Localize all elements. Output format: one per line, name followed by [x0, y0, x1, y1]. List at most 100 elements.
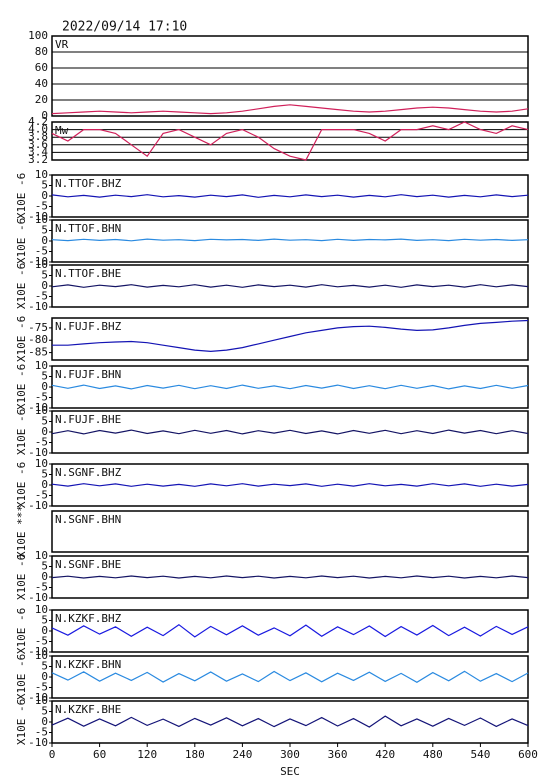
y-axis-label: X10E -6	[15, 409, 28, 455]
panel-label: N.KZKF.BHZ	[55, 612, 122, 625]
y-tick-label: 0	[41, 189, 48, 202]
panel-label: Mw	[55, 124, 69, 137]
y-axis-label: X10E -6	[15, 554, 28, 600]
panel-label: N.KZKF.BHN	[55, 658, 121, 671]
y-tick-label: -10	[28, 300, 48, 313]
y-axis-label: X10E -6	[15, 218, 28, 264]
panel-label: N.FUJF.BHZ	[55, 320, 122, 333]
y-tick-label: 10	[35, 603, 48, 616]
y-axis-label: X10E -6	[15, 608, 28, 654]
y-tick-label: -5	[35, 391, 48, 404]
panel-frame	[51, 410, 529, 454]
y-tick-label: 10	[35, 359, 48, 372]
y-tick-label: 40	[35, 77, 48, 90]
y-tick-label: -10	[28, 691, 48, 704]
trace-line	[52, 319, 529, 353]
y-tick-label: -5	[35, 489, 48, 502]
y-tick-label: -5	[35, 200, 48, 213]
y-tick-label: -10	[28, 446, 48, 459]
y-tick-label: 0	[41, 670, 48, 683]
y-tick-label: 5	[41, 468, 48, 481]
trace-line	[51, 121, 529, 161]
y-tick-label: 5	[41, 560, 48, 573]
y-tick-label: -10	[28, 401, 48, 414]
y-tick-label: 0	[41, 279, 48, 292]
x-tick-label: 360	[328, 748, 348, 761]
panel-label: VR	[55, 38, 69, 51]
y-tick-label: 100	[28, 29, 48, 42]
trace-line	[51, 670, 529, 683]
panel-frame	[51, 219, 529, 263]
trace-line	[51, 284, 529, 288]
y-tick-label: 10	[35, 258, 48, 271]
y-tick-label: 0	[41, 715, 48, 728]
y-tick-label: 5	[41, 370, 48, 383]
y-tick-label: 10	[35, 213, 48, 226]
panel-frame	[51, 655, 529, 699]
y-tick-label: -85	[28, 346, 48, 359]
y-axis-label: X10E -6	[15, 364, 28, 410]
panel-frame	[51, 121, 529, 161]
y-axis-label: X10E -6	[15, 316, 28, 362]
trace-line	[51, 623, 529, 638]
x-tick-label: 600	[518, 748, 538, 761]
x-tick-label: 120	[137, 748, 157, 761]
x-tick-label: 240	[232, 748, 252, 761]
y-axis-label: X10E -6	[15, 462, 28, 508]
y-tick-label: 10	[35, 168, 48, 181]
panel-frame	[51, 317, 529, 361]
y-tick-label: 20	[35, 93, 48, 106]
y-tick-label: 10	[35, 404, 48, 417]
trace-line	[51, 429, 529, 435]
y-tick-label: -10	[28, 591, 48, 604]
panel-label: N.FUJF.BHN	[55, 368, 121, 381]
panel-frame	[51, 609, 529, 653]
panel-label: N.TTOF.BHZ	[55, 177, 122, 190]
y-tick-label: 3.2	[28, 153, 48, 166]
y-tick-label: -10	[28, 255, 48, 268]
y-tick-label: 0	[41, 425, 48, 438]
trace-line	[51, 483, 529, 487]
y-tick-label: -5	[35, 290, 48, 303]
y-tick-label: 4.0	[28, 123, 48, 136]
y-tick-label: -10	[28, 736, 48, 749]
panel-label: N.SGNF.BHZ	[55, 466, 122, 479]
y-tick-label: 5	[41, 614, 48, 627]
trace-line	[51, 384, 529, 390]
y-tick-label: 5	[41, 705, 48, 718]
y-tick-label: 10	[35, 549, 48, 562]
x-tick-label: 300	[280, 748, 300, 761]
y-axis-label: X10E ***	[15, 505, 28, 558]
x-tick-label: 540	[470, 748, 490, 761]
y-tick-label: -5	[35, 436, 48, 449]
y-tick-label: -5	[35, 635, 48, 648]
y-tick-label: 5	[41, 660, 48, 673]
panel-label: N.SGNF.BHE	[55, 558, 121, 571]
y-tick-label: 4.2	[28, 115, 48, 128]
y-tick-label: -5	[35, 726, 48, 739]
y-axis-label: X10E -6	[15, 699, 28, 745]
y-axis-label: X10E -6	[15, 263, 28, 309]
x-tick-label: 60	[93, 748, 106, 761]
panel-frame	[51, 365, 529, 409]
y-axis-label: X10E -6	[15, 173, 28, 219]
y-tick-label: 10	[35, 457, 48, 470]
panel-label: N.SGNF.BHN	[55, 513, 121, 526]
chart-title: 2022/09/14 17:10	[62, 20, 187, 35]
y-tick-label: 0	[41, 624, 48, 637]
y-tick-label: 5	[41, 269, 48, 282]
y-axis-label: X10E -6	[15, 654, 28, 700]
y-tick-label: 10	[35, 694, 48, 707]
y-tick-label: -10	[28, 645, 48, 658]
panel-label: N.KZKF.BHE	[55, 703, 121, 716]
y-tick-label: 0	[41, 109, 48, 122]
x-tick-label: 0	[49, 748, 56, 761]
panel-frame	[51, 174, 529, 218]
y-tick-label: 80	[35, 45, 48, 58]
y-tick-label: 3.4	[28, 145, 48, 158]
y-tick-label: 60	[35, 61, 48, 74]
y-tick-label: -80	[28, 333, 48, 346]
panel-label: N.FUJF.BHE	[55, 413, 121, 426]
y-tick-label: 5	[41, 415, 48, 428]
x-axis-label: SEC	[280, 765, 300, 778]
